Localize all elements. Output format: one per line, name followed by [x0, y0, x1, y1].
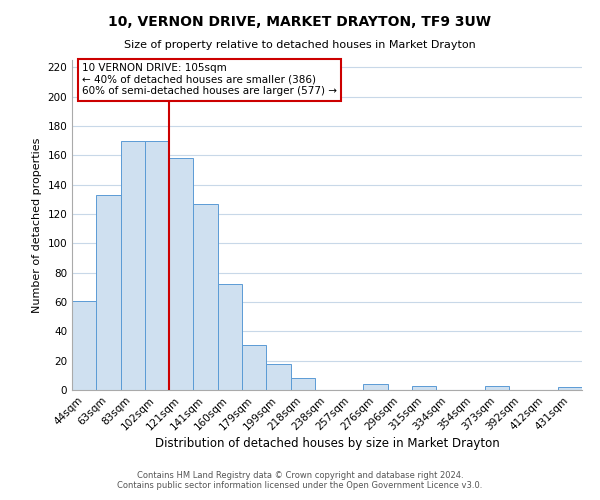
Bar [290, 378, 315, 390]
Text: 10 VERNON DRIVE: 105sqm
← 40% of detached houses are smaller (386)
60% of semi-d: 10 VERNON DRIVE: 105sqm ← 40% of detache… [82, 64, 337, 96]
Bar [412, 386, 436, 390]
Bar [218, 284, 242, 390]
Text: Contains HM Land Registry data © Crown copyright and database right 2024.
Contai: Contains HM Land Registry data © Crown c… [118, 470, 482, 490]
Y-axis label: Number of detached properties: Number of detached properties [32, 138, 42, 312]
Bar [145, 140, 169, 390]
Bar [558, 387, 582, 390]
Bar [72, 300, 96, 390]
Text: Size of property relative to detached houses in Market Drayton: Size of property relative to detached ho… [124, 40, 476, 50]
Bar [96, 195, 121, 390]
Text: 10, VERNON DRIVE, MARKET DRAYTON, TF9 3UW: 10, VERNON DRIVE, MARKET DRAYTON, TF9 3U… [109, 15, 491, 29]
Bar [364, 384, 388, 390]
Bar [121, 140, 145, 390]
Bar [266, 364, 290, 390]
Bar [485, 386, 509, 390]
X-axis label: Distribution of detached houses by size in Market Drayton: Distribution of detached houses by size … [155, 438, 499, 450]
Bar [242, 344, 266, 390]
Bar [193, 204, 218, 390]
Bar [169, 158, 193, 390]
